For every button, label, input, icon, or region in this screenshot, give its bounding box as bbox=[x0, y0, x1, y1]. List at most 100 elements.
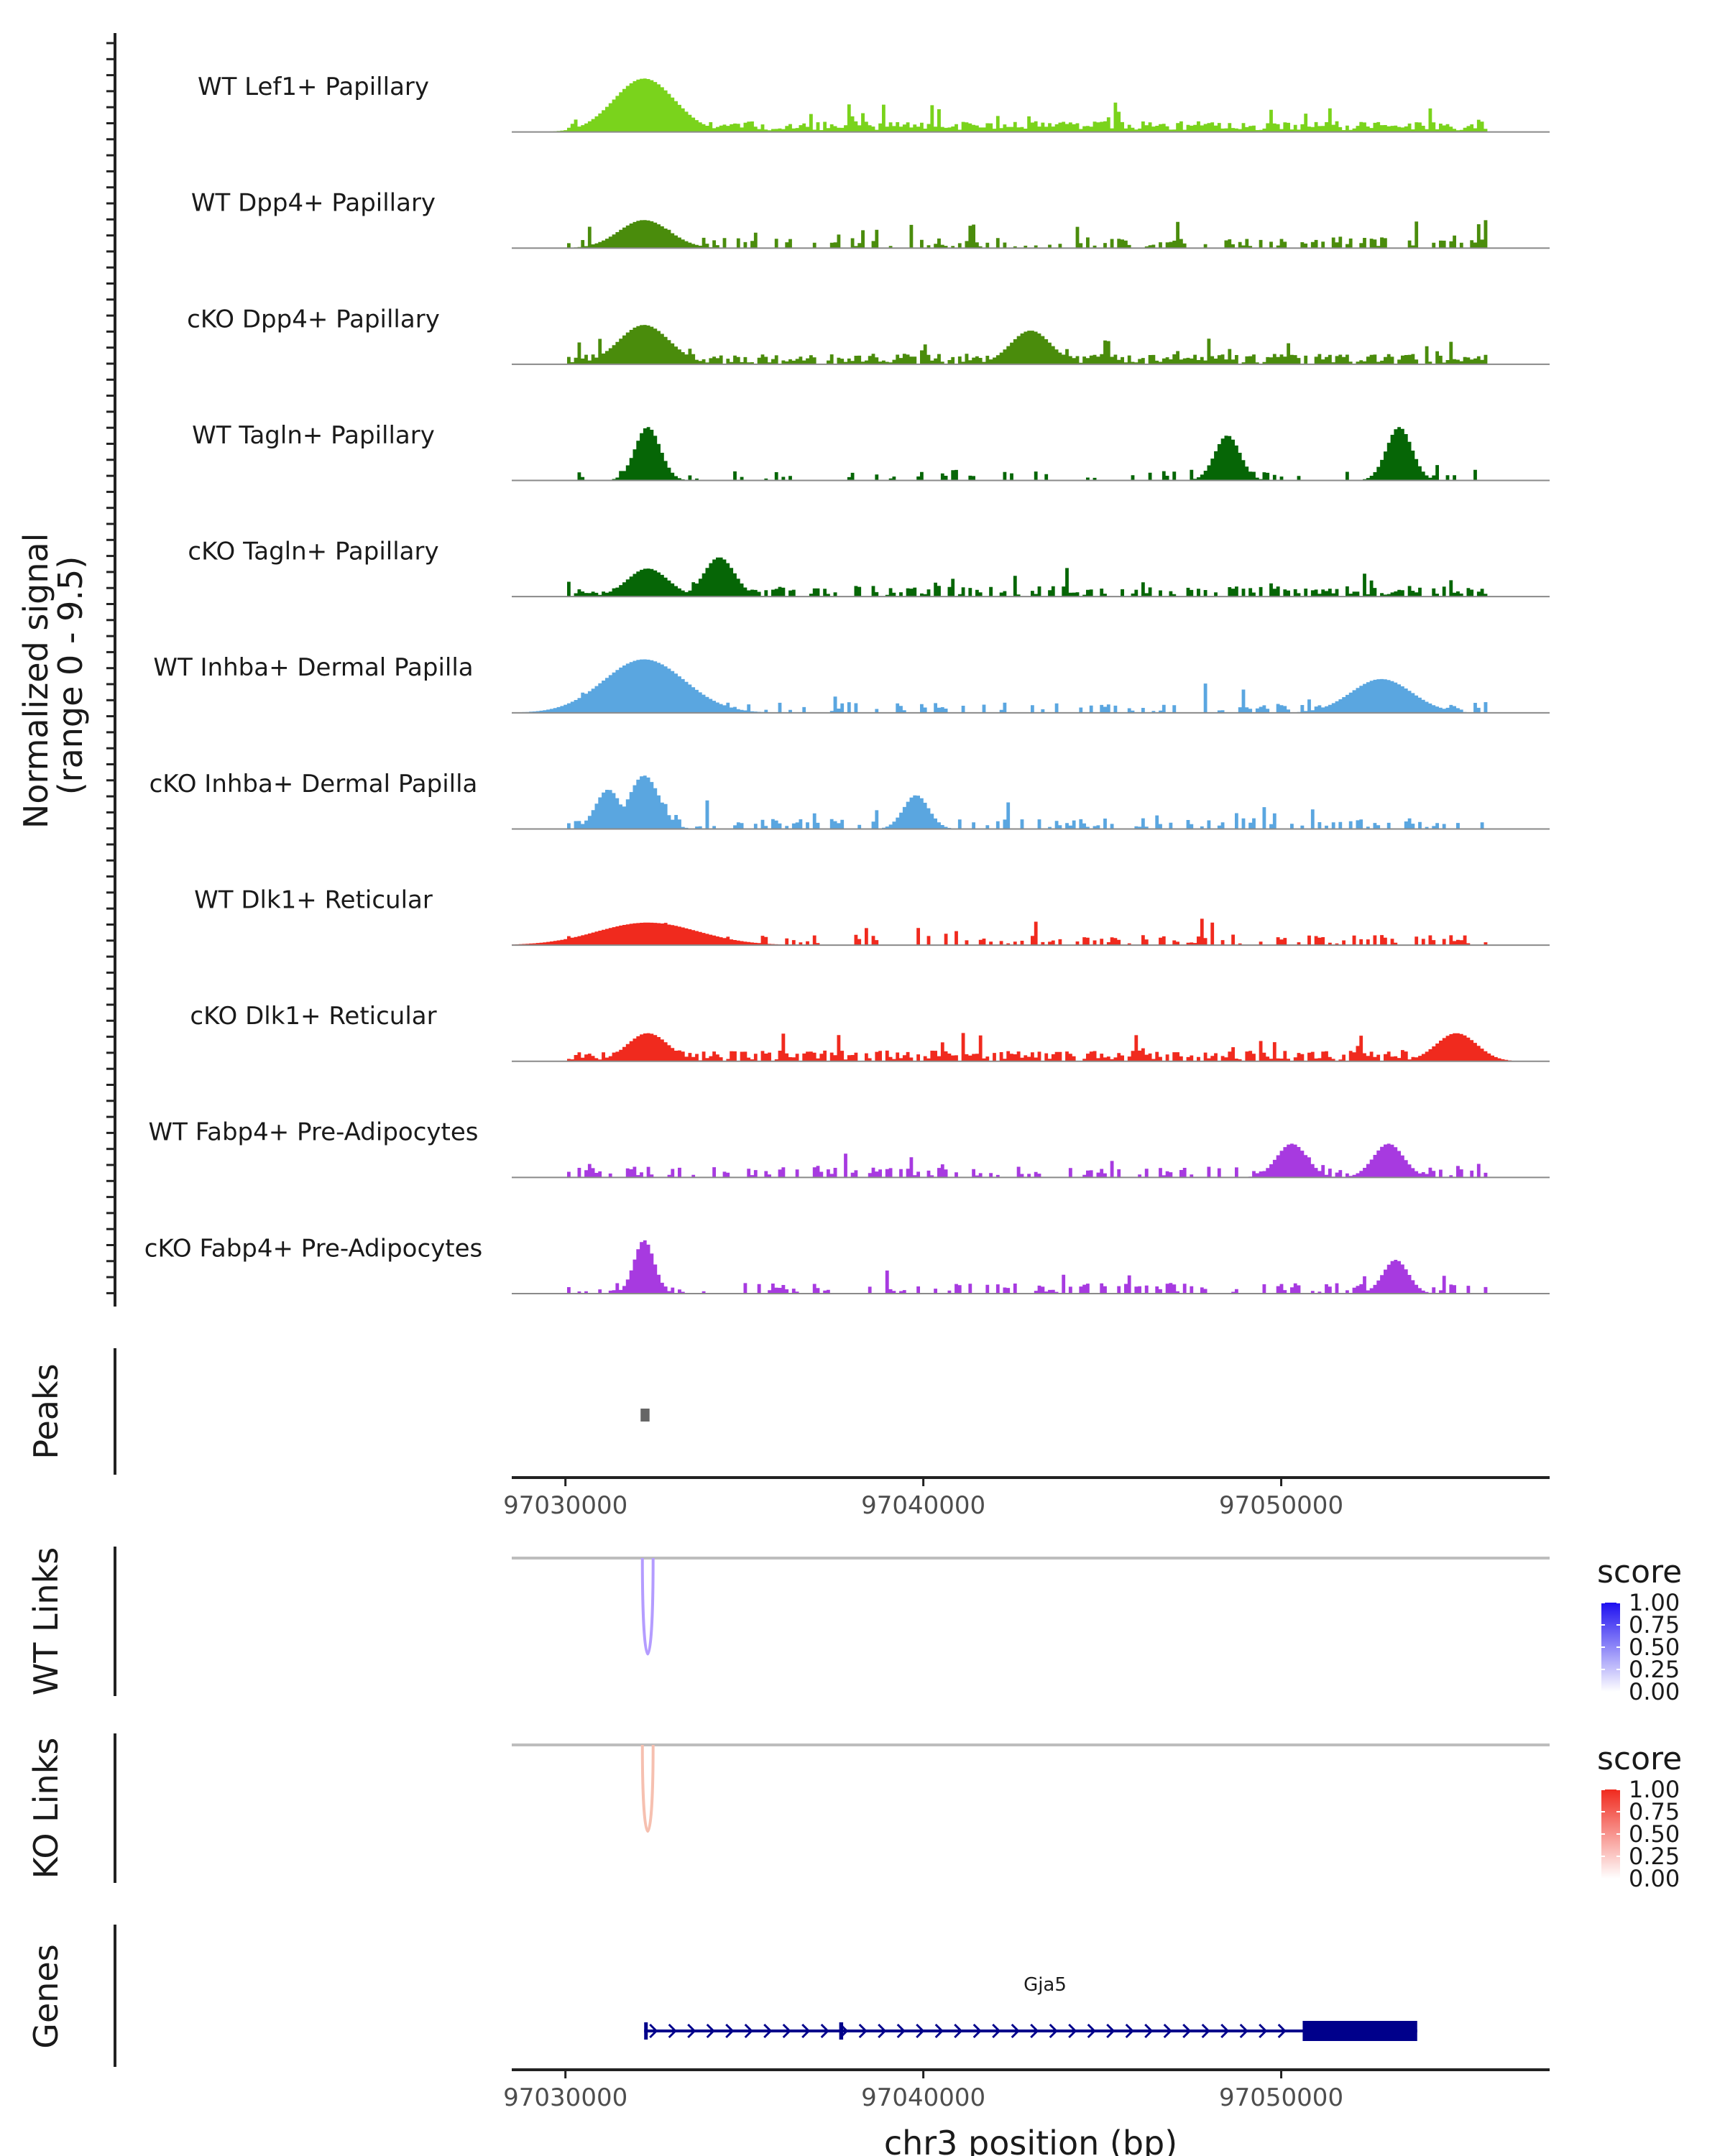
coverage-signal-area bbox=[512, 1240, 1550, 1294]
x-tick-label: 97040000 bbox=[861, 1491, 985, 1520]
x-tick-label: 97040000 bbox=[861, 2083, 985, 2112]
link-arc bbox=[640, 1744, 655, 1833]
strand-arrow bbox=[1220, 2023, 1230, 2039]
legend-tick-label: 0.75 bbox=[1629, 1611, 1680, 1639]
coverage-track: cKO Dpp4+ Papillary bbox=[187, 305, 1550, 365]
legend-tick-label: 0.50 bbox=[1629, 1634, 1680, 1661]
strand-arrow bbox=[1259, 2023, 1268, 2039]
coverage-signal-area bbox=[512, 557, 1550, 597]
legend-tick-label: 0.25 bbox=[1629, 1843, 1680, 1870]
strand-arrow bbox=[1125, 2023, 1134, 2039]
strand-arrow bbox=[992, 2023, 1001, 2039]
strand-arrow bbox=[763, 2023, 773, 2039]
coverage-signal-area bbox=[512, 775, 1550, 829]
coverage-signal-area bbox=[512, 1033, 1550, 1061]
coverage-left-axis bbox=[106, 33, 116, 1307]
x-axis-title: chr3 position (bp) bbox=[884, 2124, 1177, 2156]
strand-arrow bbox=[1182, 2023, 1192, 2039]
coverage-track: cKO Dlk1+ Reticular bbox=[190, 1002, 1550, 1062]
strand-arrow bbox=[1239, 2023, 1248, 2039]
strand-arrow bbox=[1144, 2023, 1154, 2039]
legend-tick-label: 0.00 bbox=[1629, 1865, 1680, 1892]
coverage-y-axis-title-line1: Normalized signal bbox=[17, 533, 55, 829]
strand-arrow bbox=[972, 2023, 982, 2039]
links-y-axis-title: WT Links bbox=[27, 1547, 65, 1695]
coverage-signal-area bbox=[512, 918, 1550, 946]
strand-arrow bbox=[668, 2023, 677, 2039]
strand-arrow bbox=[1277, 2023, 1287, 2039]
strand-arrow bbox=[1201, 2023, 1210, 2039]
genes-y-axis-title: Genes bbox=[27, 1944, 65, 2048]
legend-tick-label: 0.50 bbox=[1629, 1820, 1680, 1848]
strand-arrow bbox=[1087, 2023, 1096, 2039]
genes-panel: Genes Gja5 97030000 97040000 97050000 chr3 po… bbox=[27, 1925, 1550, 2156]
strand-arrow bbox=[820, 2023, 829, 2039]
strand-arrow bbox=[725, 2023, 735, 2039]
coverage-signal-area bbox=[512, 659, 1550, 713]
coverage-track: WT Fabp4+ Pre-Adipocytes bbox=[149, 1118, 1550, 1179]
coverage-track: WT Dpp4+ Papillary bbox=[191, 189, 1550, 249]
strand-arrow bbox=[934, 2023, 944, 2039]
track-label: cKO Dlk1+ Reticular bbox=[190, 1002, 436, 1031]
coverage-track: cKO Fabp4+ Pre-Adipocytes bbox=[144, 1234, 1550, 1294]
coverage-tracks: WT Lef1+ Papillary WT Dpp4+ Papillary cKO … bbox=[144, 73, 1550, 1294]
strand-arrow bbox=[1011, 2023, 1020, 2039]
coverage-signal-area bbox=[512, 427, 1550, 481]
gene-exon bbox=[644, 2022, 648, 2040]
peaks-y-axis-title: Peaks bbox=[27, 1363, 65, 1459]
x-tick-label: 97030000 bbox=[503, 2083, 627, 2112]
track-label: WT Inhba+ Dermal Papilla bbox=[153, 653, 473, 682]
track-label: cKO Dpp4+ Papillary bbox=[187, 305, 440, 333]
coverage-track: cKO Tagln+ Papillary bbox=[188, 538, 1550, 598]
peak-region bbox=[640, 1409, 650, 1422]
strand-arrow bbox=[801, 2023, 811, 2039]
legend-tick-label: 1.00 bbox=[1629, 1589, 1680, 1616]
peaks-panel: Peaks 97030000 97040000 97050000 bbox=[27, 1348, 1550, 1520]
coverage-signal-area bbox=[512, 325, 1550, 364]
legend-tick-label: 0.00 bbox=[1629, 1678, 1680, 1705]
strand-arrow bbox=[878, 2023, 887, 2039]
strand-arrow bbox=[1106, 2023, 1116, 2039]
strand-arrow bbox=[1068, 2023, 1077, 2039]
track-label: WT Tagln+ Papillary bbox=[192, 421, 435, 450]
strand-arrow bbox=[782, 2023, 791, 2039]
x-tick-label: 97030000 bbox=[503, 1491, 627, 1520]
coverage-track: WT Tagln+ Papillary bbox=[192, 421, 1550, 482]
gene-exon bbox=[839, 2022, 844, 2040]
coverage-track: WT Inhba+ Dermal Papilla bbox=[153, 653, 1550, 714]
legend-title: score bbox=[1597, 1554, 1682, 1590]
legend-tick-label: 0.75 bbox=[1629, 1798, 1680, 1825]
track-label: WT Dpp4+ Papillary bbox=[191, 189, 436, 218]
coverage-track: WT Lef1+ Papillary bbox=[198, 73, 1550, 133]
coverage-y-axis-title-line2: (range 0 - 9.5) bbox=[51, 556, 90, 796]
track-label: WT Fabp4+ Pre-Adipocytes bbox=[149, 1118, 479, 1147]
x-tick-label: 97050000 bbox=[1219, 2083, 1343, 2112]
coverage-signal-area bbox=[512, 1143, 1550, 1178]
links-y-axis-title: KO Links bbox=[27, 1738, 65, 1879]
track-label: cKO Fabp4+ Pre-Adipocytes bbox=[144, 1234, 483, 1263]
track-label: cKO Tagln+ Papillary bbox=[188, 538, 438, 566]
coverage-track: cKO Inhba+ Dermal Papilla bbox=[150, 770, 1550, 830]
strand-arrow bbox=[954, 2023, 963, 2039]
strand-arrow bbox=[706, 2023, 715, 2039]
coverage-signal-area bbox=[512, 78, 1550, 132]
legend-tick-label: 1.00 bbox=[1629, 1776, 1680, 1803]
coverage-signal-area bbox=[512, 220, 1550, 249]
track-label: WT Dlk1+ Reticular bbox=[194, 885, 433, 914]
strand-arrow bbox=[744, 2023, 753, 2039]
coverage-y-axis-title: Normalized signal (range 0 - 9.5) bbox=[17, 522, 90, 829]
track-label: cKO Inhba+ Dermal Papilla bbox=[150, 770, 478, 798]
legend-tick-label: 0.25 bbox=[1629, 1656, 1680, 1683]
strand-arrow bbox=[649, 2023, 658, 2039]
strand-arrow bbox=[1030, 2023, 1039, 2039]
strand-arrow bbox=[916, 2023, 925, 2039]
gene-label: Gja5 bbox=[1024, 1974, 1067, 1996]
strand-arrow bbox=[687, 2023, 696, 2039]
legend-title: score bbox=[1597, 1741, 1682, 1777]
track-label: WT Lef1+ Papillary bbox=[198, 73, 429, 101]
strand-arrow bbox=[896, 2023, 906, 2039]
strand-arrow bbox=[1163, 2023, 1172, 2039]
